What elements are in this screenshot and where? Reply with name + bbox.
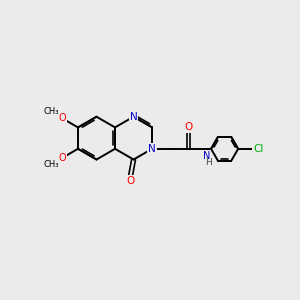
Text: N: N (203, 151, 210, 161)
Text: CH₃: CH₃ (43, 107, 59, 116)
Text: O: O (184, 122, 193, 132)
Text: CH₃: CH₃ (43, 160, 59, 169)
Text: N: N (148, 144, 156, 154)
Text: O: O (127, 176, 135, 186)
Text: N: N (130, 112, 137, 122)
Text: H: H (205, 158, 211, 167)
Text: Cl: Cl (253, 144, 263, 154)
Text: O: O (59, 113, 66, 124)
Text: O: O (59, 153, 66, 163)
